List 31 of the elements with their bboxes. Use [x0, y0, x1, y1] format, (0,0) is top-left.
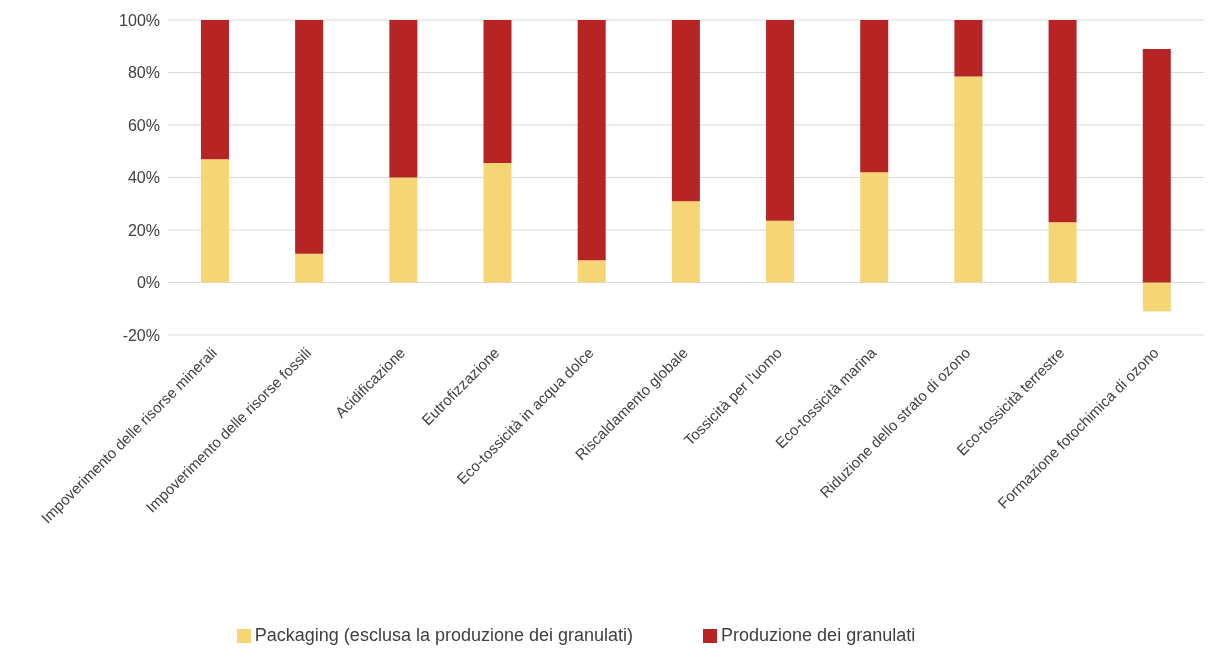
bar	[295, 20, 324, 254]
y-tick-label: 0%	[136, 274, 160, 292]
bar	[295, 253, 324, 283]
legend-label: Packaging (esclusa la produzione dei granulati)	[254, 625, 634, 645]
y-tick-label: -20%	[122, 326, 160, 344]
y-tick-label: 20%	[127, 221, 160, 239]
bar	[483, 163, 512, 283]
bar	[1142, 282, 1171, 312]
y-tick-label: 100%	[119, 11, 160, 29]
bar	[200, 20, 229, 160]
bar	[766, 20, 795, 221]
bar	[954, 76, 983, 283]
bar	[200, 159, 229, 283]
bar	[483, 20, 512, 164]
bar	[1048, 20, 1077, 223]
bar	[577, 20, 606, 261]
y-tick-label: 80%	[127, 64, 160, 82]
bar	[389, 177, 418, 283]
bar	[860, 20, 889, 173]
bar	[954, 20, 983, 77]
legend-label: Produzione dei granulati	[721, 625, 916, 645]
bar	[577, 260, 606, 283]
bar	[1048, 222, 1077, 283]
bar	[671, 20, 700, 202]
bar	[671, 201, 700, 283]
bar	[860, 172, 889, 283]
bar	[766, 220, 795, 283]
bar	[389, 20, 418, 178]
bar	[1142, 48, 1171, 283]
y-tick-label: 40%	[127, 169, 160, 187]
y-tick-label: 60%	[127, 116, 160, 134]
